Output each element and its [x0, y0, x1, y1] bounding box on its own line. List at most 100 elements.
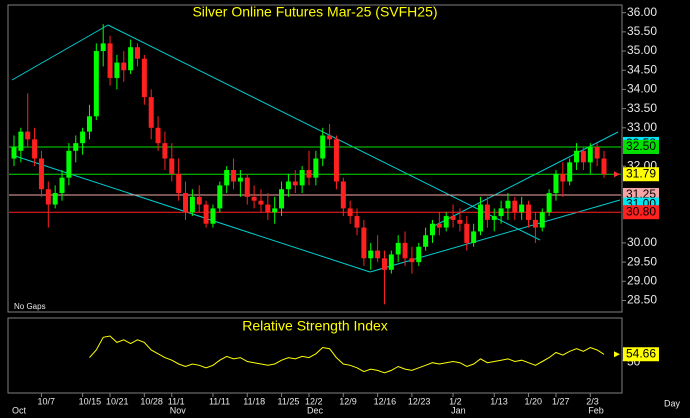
candle-body [86, 116, 92, 132]
candle-body [265, 204, 271, 213]
candle-body [546, 193, 552, 213]
candle-body [526, 204, 532, 220]
y-tick-label: 34.00 [627, 82, 657, 96]
candle-body [601, 158, 607, 175]
candle-body [279, 189, 285, 209]
candle-body [25, 131, 31, 140]
candle-body [134, 47, 140, 59]
candle-body [244, 177, 250, 197]
candle-body [580, 150, 586, 163]
x-tick-label: 11/18 [243, 396, 265, 406]
x-axis-label: Day [664, 398, 681, 408]
candle-body [176, 173, 182, 194]
candle-body [66, 150, 72, 178]
rsi-arrow [614, 351, 620, 358]
month-label: Jan [451, 405, 466, 415]
y-tick-label: 33.00 [627, 120, 657, 134]
x-tick-label: 11/1 [168, 396, 185, 406]
candle-body [361, 227, 367, 259]
trendline [107, 24, 541, 241]
candle-body [594, 146, 600, 159]
x-tick-label: 10/7 [37, 396, 55, 406]
x-tick-label: 1/2 [449, 396, 462, 406]
candle-body [285, 181, 291, 190]
candle-body [519, 204, 525, 213]
candle-body [450, 216, 456, 220]
rsi-title: Relative Strength Index [242, 318, 388, 334]
y-tick-label: 35.00 [627, 43, 657, 57]
candle-body [491, 216, 497, 220]
candle-body [299, 170, 305, 186]
last-price-arrow [614, 171, 620, 178]
level-label: 31.79 [626, 166, 656, 180]
candle-body [436, 223, 442, 228]
x-tick-label: 12/23 [408, 396, 431, 406]
candle-body [587, 146, 593, 163]
candle-body [429, 223, 435, 236]
candle-body [32, 139, 38, 159]
rsi-panel [7, 317, 623, 394]
candle-body [189, 196, 195, 213]
candle-body [532, 219, 538, 228]
candle-body [114, 62, 120, 78]
x-tick-label: 11/11 [209, 396, 230, 406]
candle-body [237, 177, 243, 182]
candle-body [38, 158, 44, 190]
candle-body [340, 181, 346, 209]
level-box [623, 205, 659, 220]
candle-body [11, 146, 17, 159]
candle-body [121, 62, 127, 71]
month-label: Oct [12, 405, 27, 415]
y-tick-label: 29.00 [627, 273, 657, 287]
candle-body [478, 204, 484, 232]
candle-body [231, 170, 237, 182]
candle-body [375, 250, 381, 259]
candle-body [203, 204, 209, 224]
candle-body [196, 196, 202, 205]
x-tick-label: 12/16 [374, 396, 397, 406]
candle-body [423, 235, 429, 247]
trendline [11, 24, 109, 81]
level-label: 32.50 [626, 139, 656, 153]
candle-body [148, 97, 154, 128]
candle-body [327, 135, 333, 140]
candle-body [155, 127, 161, 144]
rsi-last-box [623, 347, 659, 362]
candle-body [443, 216, 449, 228]
candle-body [402, 242, 408, 259]
x-tick-label: 2/3 [586, 396, 599, 406]
candle-body [368, 250, 374, 259]
candle-body [73, 143, 79, 151]
month-label: Dec [307, 405, 324, 415]
candle-body [395, 242, 401, 255]
x-tick-label: 1/20 [525, 396, 543, 406]
candle-body [52, 193, 58, 205]
candle-body [505, 200, 511, 209]
candle-body [59, 177, 65, 194]
price-panel [7, 4, 623, 313]
candle-body [560, 173, 566, 182]
rsi-line [89, 335, 605, 374]
candle-body [306, 170, 312, 178]
candle-body [251, 196, 257, 201]
candle-body [539, 212, 545, 228]
candle-body [258, 200, 264, 205]
candle-body [512, 200, 518, 213]
y-tick-label: 36.00 [627, 5, 657, 19]
x-tick-label: 1/13 [490, 396, 508, 406]
annotation: No Gaps [14, 302, 46, 311]
candle-body [80, 131, 86, 144]
y-tick-label: 28.50 [627, 293, 657, 307]
x-tick-label: 1/27 [552, 396, 570, 406]
candle-body [93, 51, 99, 117]
y-tick-label: 30.00 [627, 235, 657, 249]
candle-body [381, 258, 387, 270]
candle-body [471, 231, 477, 243]
candle-body [183, 193, 189, 213]
candle-body [484, 204, 490, 220]
candle-body [210, 208, 216, 224]
candle-body [457, 219, 463, 224]
candle-body [567, 162, 573, 182]
x-tick-label: 12/9 [339, 396, 357, 406]
